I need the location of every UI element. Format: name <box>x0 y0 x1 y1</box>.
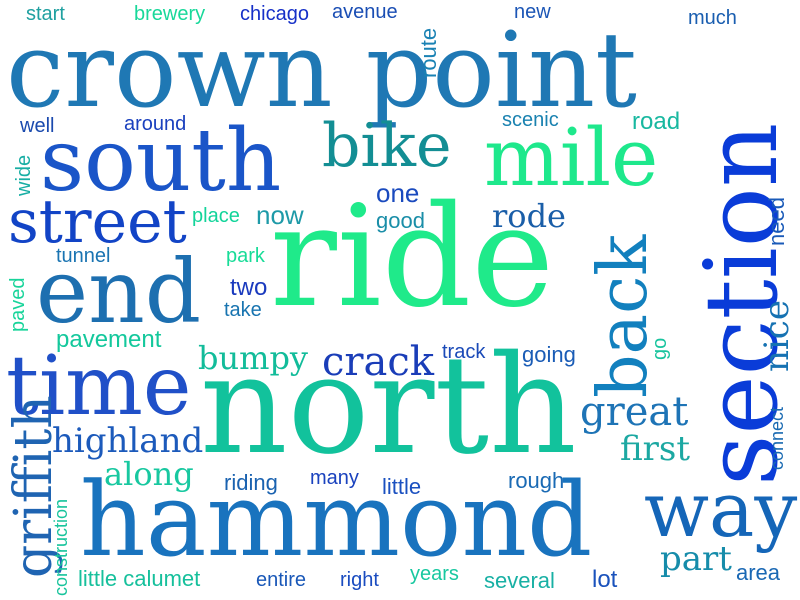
word-crown-point: crown point <box>6 9 637 131</box>
word-scenic: scenic <box>502 109 559 131</box>
word-along: along <box>104 455 194 493</box>
word-right: right <box>340 569 379 591</box>
word-need: need <box>764 197 789 246</box>
word-crack: crack <box>322 339 435 385</box>
word-highland: highland <box>52 421 204 461</box>
word-back: back <box>584 234 663 398</box>
word-park: park <box>226 245 265 267</box>
word-years: years <box>410 563 459 585</box>
word-bumpy: bumpy <box>198 339 308 377</box>
word-chicago: chicago <box>240 3 309 25</box>
word-avenue: avenue <box>332 1 398 23</box>
word-end: end <box>36 240 202 343</box>
word-rode: rode <box>492 197 566 235</box>
word-lot: lot <box>592 566 618 593</box>
word-little-calumet: little calumet <box>78 566 201 591</box>
word-area: area <box>736 560 781 585</box>
word-many: many <box>310 467 359 489</box>
word-first: first <box>620 429 691 469</box>
word-rough: rough <box>508 468 565 493</box>
word-mile: mile <box>484 111 659 204</box>
word-entire: entire <box>256 569 307 591</box>
word-two: two <box>230 274 268 301</box>
word-bike: bike <box>322 111 452 181</box>
word-around: around <box>124 113 187 135</box>
word-pavement: pavement <box>56 326 162 353</box>
word-way: way <box>644 465 798 554</box>
word-street: street <box>8 187 187 257</box>
word-going: going <box>522 342 576 367</box>
word-nice: nice <box>757 300 797 372</box>
word-go: go <box>649 337 671 360</box>
word-one: one <box>376 178 420 208</box>
word-place: place <box>192 205 240 227</box>
word-now: now <box>256 200 304 230</box>
word-paved: paved <box>7 277 29 333</box>
word-connect: connect <box>767 406 787 470</box>
word-good: good <box>376 208 425 233</box>
word-start: start <box>26 3 65 25</box>
word-tunnel: tunnel <box>56 245 111 267</box>
word-great: great <box>580 389 689 435</box>
word-little: little <box>382 474 422 499</box>
word-brewery: brewery <box>134 3 206 25</box>
word-take: take <box>224 299 262 321</box>
word-construction: construction <box>51 498 71 596</box>
word-much: much <box>688 7 737 29</box>
word-north: north <box>200 327 577 485</box>
word-track: track <box>442 341 486 363</box>
word-wide: wide <box>13 154 35 196</box>
word-riding: riding <box>224 470 278 495</box>
word-south: south <box>40 111 282 211</box>
word-part: part <box>660 539 732 579</box>
word-ride: ride <box>270 176 555 339</box>
word-time: time <box>6 339 192 434</box>
word-route: route <box>416 27 441 78</box>
word-new: new <box>514 1 551 23</box>
word-several: several <box>484 568 555 593</box>
word-hammond: hammond <box>80 461 593 580</box>
word-road: road <box>632 108 681 135</box>
word-well: well <box>20 115 55 137</box>
